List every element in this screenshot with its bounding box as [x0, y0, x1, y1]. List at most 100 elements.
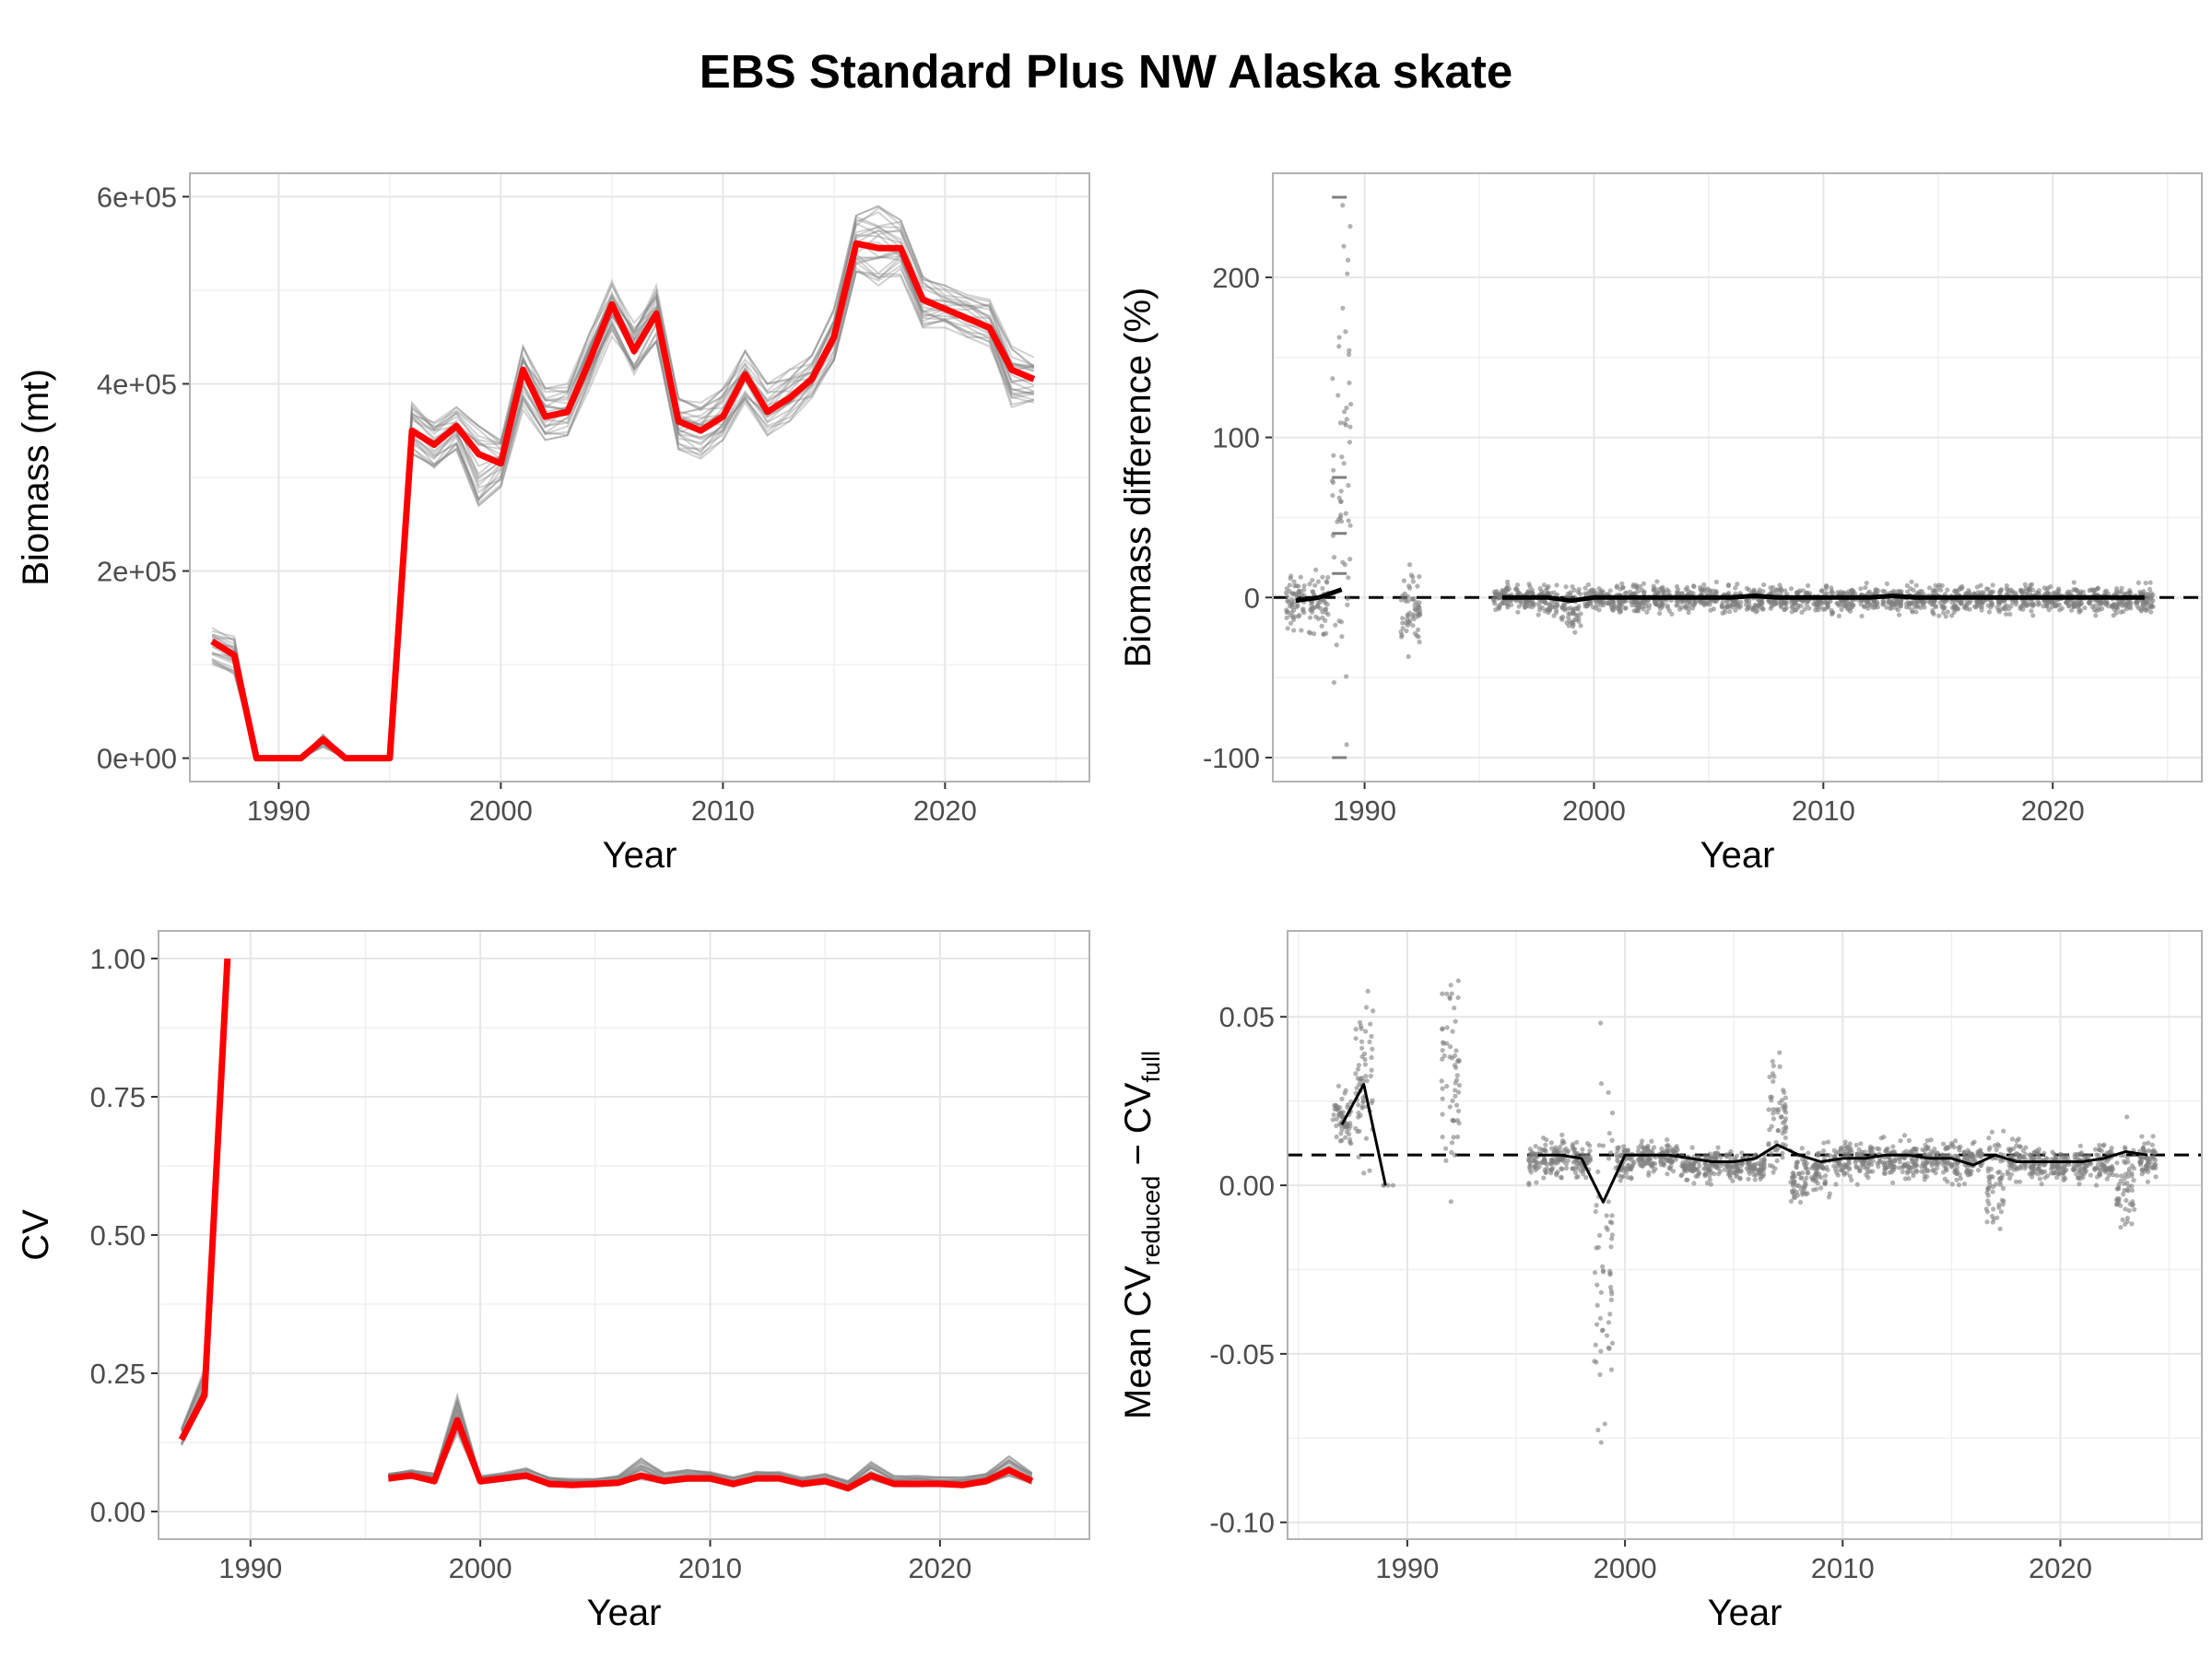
scatter-point [1895, 607, 1900, 613]
scatter-point [1506, 586, 1512, 592]
scatter-point [2023, 585, 2029, 591]
scatter-point [2139, 1171, 2145, 1177]
scatter-point [1777, 1100, 1783, 1106]
scatter-point [1730, 1178, 1735, 1183]
scatter-point [1725, 582, 1732, 588]
scatter-point [1831, 1163, 1837, 1169]
scatter-point [2036, 601, 2042, 606]
scatter-point [1908, 586, 1913, 592]
scatter-point [1880, 602, 1886, 607]
scatter-point [2146, 1147, 2151, 1153]
scatter-point [1439, 1078, 1444, 1084]
scatter-point [1714, 1153, 1720, 1159]
scatter-point [1995, 1170, 2001, 1175]
scatter-point [1783, 605, 1789, 610]
scatter-point [1744, 598, 1749, 604]
scatter-point [1541, 582, 1547, 588]
scatter-point [1594, 1302, 1600, 1308]
scatter-point [1324, 606, 1329, 612]
scatter-point [1890, 1180, 1896, 1185]
scatter-point [1757, 1168, 1762, 1173]
scatter-point [1544, 1137, 1549, 1143]
scatter-point [1985, 586, 1991, 592]
scatter-point [2113, 591, 2119, 596]
scatter-point [1954, 591, 1959, 596]
scatter-point [1331, 453, 1336, 458]
scatter-point [1454, 1117, 1461, 1124]
scatter-point [1309, 600, 1315, 606]
scatter-point [1942, 1176, 1947, 1182]
scatter-point [1342, 420, 1347, 426]
scatter-point [1308, 630, 1313, 636]
x-tick-label: 2010 [1792, 794, 1855, 827]
scatter-point [1665, 603, 1670, 608]
scatter-point [1675, 587, 1681, 593]
scatter-point [1827, 1153, 1832, 1159]
scatter-point [1906, 1176, 1912, 1182]
scatter-point [1870, 1169, 1876, 1174]
scatter-point [1775, 1127, 1781, 1134]
scatter-point [1347, 380, 1352, 385]
scatter-point [1952, 1153, 1958, 1159]
scatter-point [2010, 599, 2016, 606]
x-tick-label: 1990 [247, 794, 311, 827]
scatter-point [1301, 582, 1307, 589]
scatter-point [1344, 417, 1349, 422]
scatter-point [1332, 1102, 1337, 1108]
scatter-point [1444, 1041, 1450, 1046]
scatter-point [1769, 1150, 1774, 1156]
scatter-point [1654, 579, 1660, 584]
scatter-point [1715, 1145, 1721, 1150]
scatter-point [1323, 600, 1328, 606]
scatter-point [1943, 1147, 1948, 1152]
x-tick-label: 1990 [1333, 794, 1396, 827]
scatter-point [1985, 1185, 1991, 1191]
y-tick-label: 100 [1212, 422, 1260, 454]
scatter-point [1777, 1050, 1783, 1055]
scatter-point [1285, 594, 1290, 599]
scatter-point [2126, 1183, 2132, 1189]
scatter-point [2013, 599, 2019, 605]
scatter-point [1576, 1160, 1583, 1166]
scatter-point [1492, 591, 1498, 596]
scatter-point [2027, 585, 2032, 591]
scatter-point [1807, 591, 1813, 596]
scatter-point [1990, 1183, 1996, 1190]
scatter-point [1543, 1170, 1548, 1176]
scatter-point [1318, 606, 1324, 611]
scatter-point [1949, 1142, 1955, 1147]
scatter-point [1541, 1157, 1547, 1162]
scatter-point [2097, 1143, 2102, 1148]
scatter-point [1329, 477, 1335, 484]
scatter-point [2124, 1216, 2130, 1221]
scatter-point [1940, 610, 1947, 616]
scatter-point [1820, 1148, 1827, 1154]
scatter-point [1538, 1160, 1544, 1166]
scatter-point [1331, 467, 1336, 473]
scatter-point [1440, 1048, 1445, 1053]
scatter-point [1996, 1143, 2002, 1148]
scatter-point [1814, 605, 1819, 610]
scatter-point [1802, 1183, 1808, 1189]
scatter-point [1398, 597, 1404, 603]
scatter-point [1342, 409, 1347, 415]
scatter-point [1607, 1270, 1613, 1277]
scatter-point [1865, 1170, 1871, 1175]
scatter-point [1578, 611, 1583, 617]
x-axis-title: Year [1708, 1593, 1783, 1633]
scatter-point [1853, 1165, 1860, 1171]
scatter-point [1356, 1114, 1361, 1120]
scatter-point [1666, 608, 1672, 614]
scatter-point [1574, 1139, 1580, 1145]
scatter-point [2076, 602, 2081, 608]
scatter-point [1338, 488, 1344, 494]
scatter-point [1453, 1088, 1458, 1093]
scatter-point [1623, 606, 1629, 611]
scatter-point [1836, 1160, 1842, 1167]
scatter-point [1337, 420, 1344, 426]
scatter-point [1283, 590, 1289, 595]
scatter-point [1778, 585, 1783, 591]
scatter-point [1683, 1166, 1688, 1171]
scatter-point [1551, 590, 1557, 595]
scatter-point [1609, 1213, 1615, 1218]
